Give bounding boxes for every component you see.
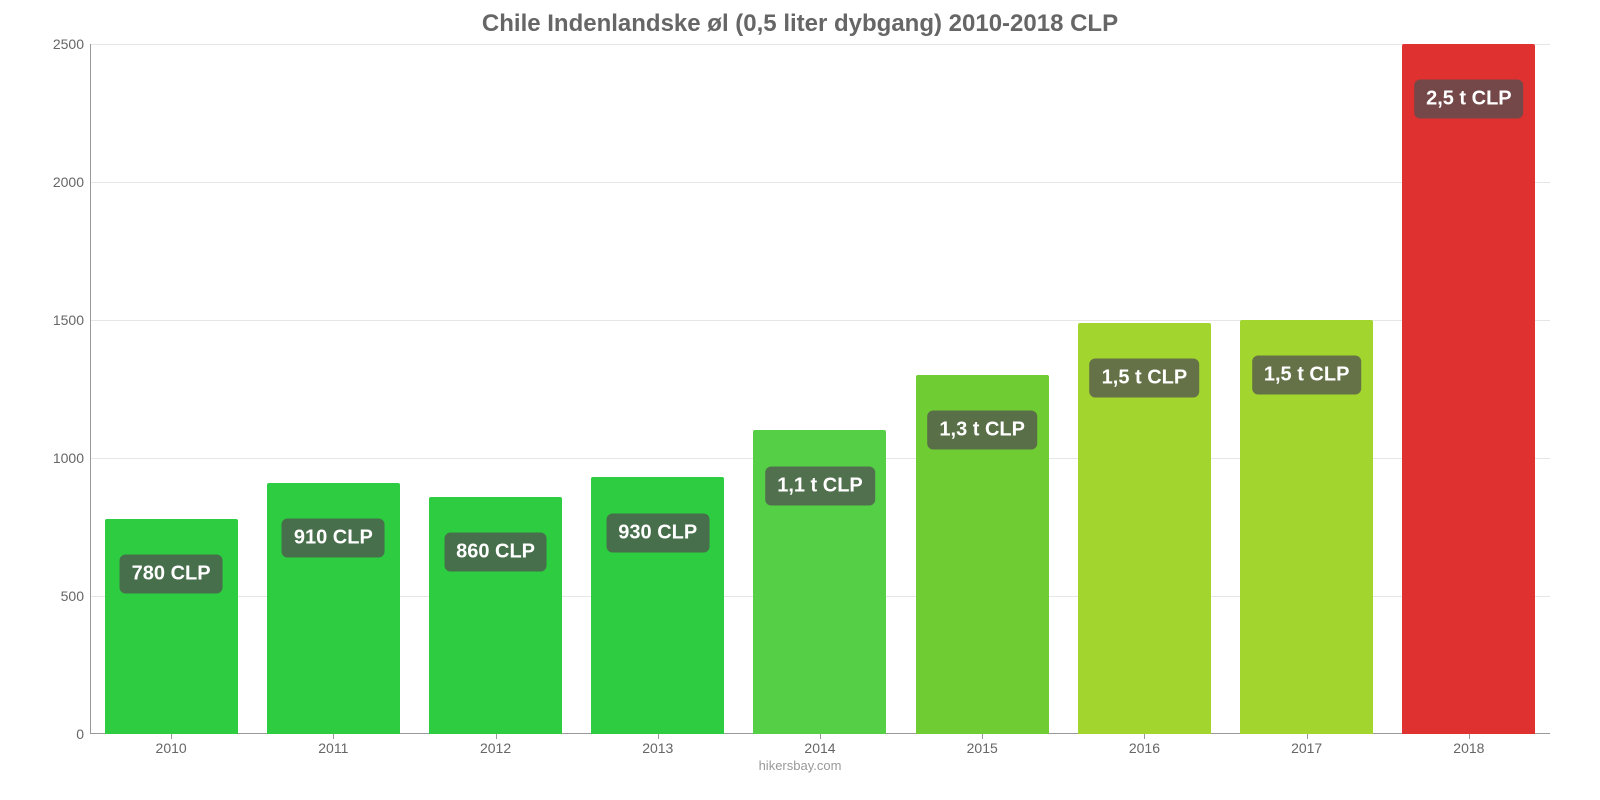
x-tick-label: 2016: [1063, 740, 1225, 756]
bar: [1402, 44, 1535, 734]
bar-slot: 1,5 t CLP: [1063, 44, 1225, 734]
y-tick-label: 1500: [53, 312, 84, 328]
bar-slot: 930 CLP: [577, 44, 739, 734]
bar-value-label: 1,3 t CLP: [927, 411, 1037, 450]
x-tick-label: 2015: [901, 740, 1063, 756]
y-tick-label: 1000: [53, 450, 84, 466]
x-tick-label: 2010: [90, 740, 252, 756]
bar-value-label: 1,5 t CLP: [1252, 356, 1362, 395]
x-tick: [496, 734, 497, 739]
x-tick-label: 2018: [1388, 740, 1550, 756]
x-tick: [1307, 734, 1308, 739]
x-tick: [1469, 734, 1470, 739]
bar-value-label: 860 CLP: [444, 532, 547, 571]
bar-slot: 2,5 t CLP: [1388, 44, 1550, 734]
bar-slot: 1,3 t CLP: [901, 44, 1063, 734]
bar-value-label: 1,5 t CLP: [1090, 358, 1200, 397]
y-tick-label: 2000: [53, 174, 84, 190]
y-tick-label: 0: [76, 726, 84, 742]
bar-value-label: 910 CLP: [282, 519, 385, 558]
y-tick-label: 500: [61, 588, 84, 604]
x-tick-label: 2017: [1226, 740, 1388, 756]
x-tick-label: 2011: [252, 740, 414, 756]
x-tick-label: 2014: [739, 740, 901, 756]
bar-slot: 780 CLP: [90, 44, 252, 734]
plot-area: 05001000150020002500 780 CLP910 CLP860 C…: [90, 44, 1550, 734]
y-axis: 05001000150020002500: [30, 44, 90, 734]
x-tick-label: 2013: [577, 740, 739, 756]
bar-slot: 1,5 t CLP: [1226, 44, 1388, 734]
x-tick: [171, 734, 172, 739]
bar-value-label: 930 CLP: [606, 513, 709, 552]
bar: [105, 519, 238, 734]
bar-value-label: 2,5 t CLP: [1414, 80, 1524, 119]
y-tick-label: 2500: [53, 36, 84, 52]
bar-value-label: 1,1 t CLP: [765, 466, 875, 505]
bar-slot: 1,1 t CLP: [739, 44, 901, 734]
bar-slot: 910 CLP: [252, 44, 414, 734]
bar-slot: 860 CLP: [414, 44, 576, 734]
source-text: hikersbay.com: [30, 758, 1570, 773]
x-tick-label: 2012: [414, 740, 576, 756]
bars-container: 780 CLP 910 CLP 860 CLP 930 CLP 1,1 t CLP 1,3…: [90, 44, 1550, 734]
x-tick: [982, 734, 983, 739]
x-tick: [658, 734, 659, 739]
chart-title: Chile Indenlandske øl (0,5 liter dybgang…: [30, 10, 1570, 38]
x-tick: [1144, 734, 1145, 739]
x-axis-labels: 201020112012201320142015201620172018: [90, 740, 1550, 756]
x-tick: [333, 734, 334, 739]
bar-value-label: 780 CLP: [120, 554, 223, 593]
x-tick: [820, 734, 821, 739]
bar-chart: Chile Indenlandske øl (0,5 liter dybgang…: [0, 0, 1600, 800]
